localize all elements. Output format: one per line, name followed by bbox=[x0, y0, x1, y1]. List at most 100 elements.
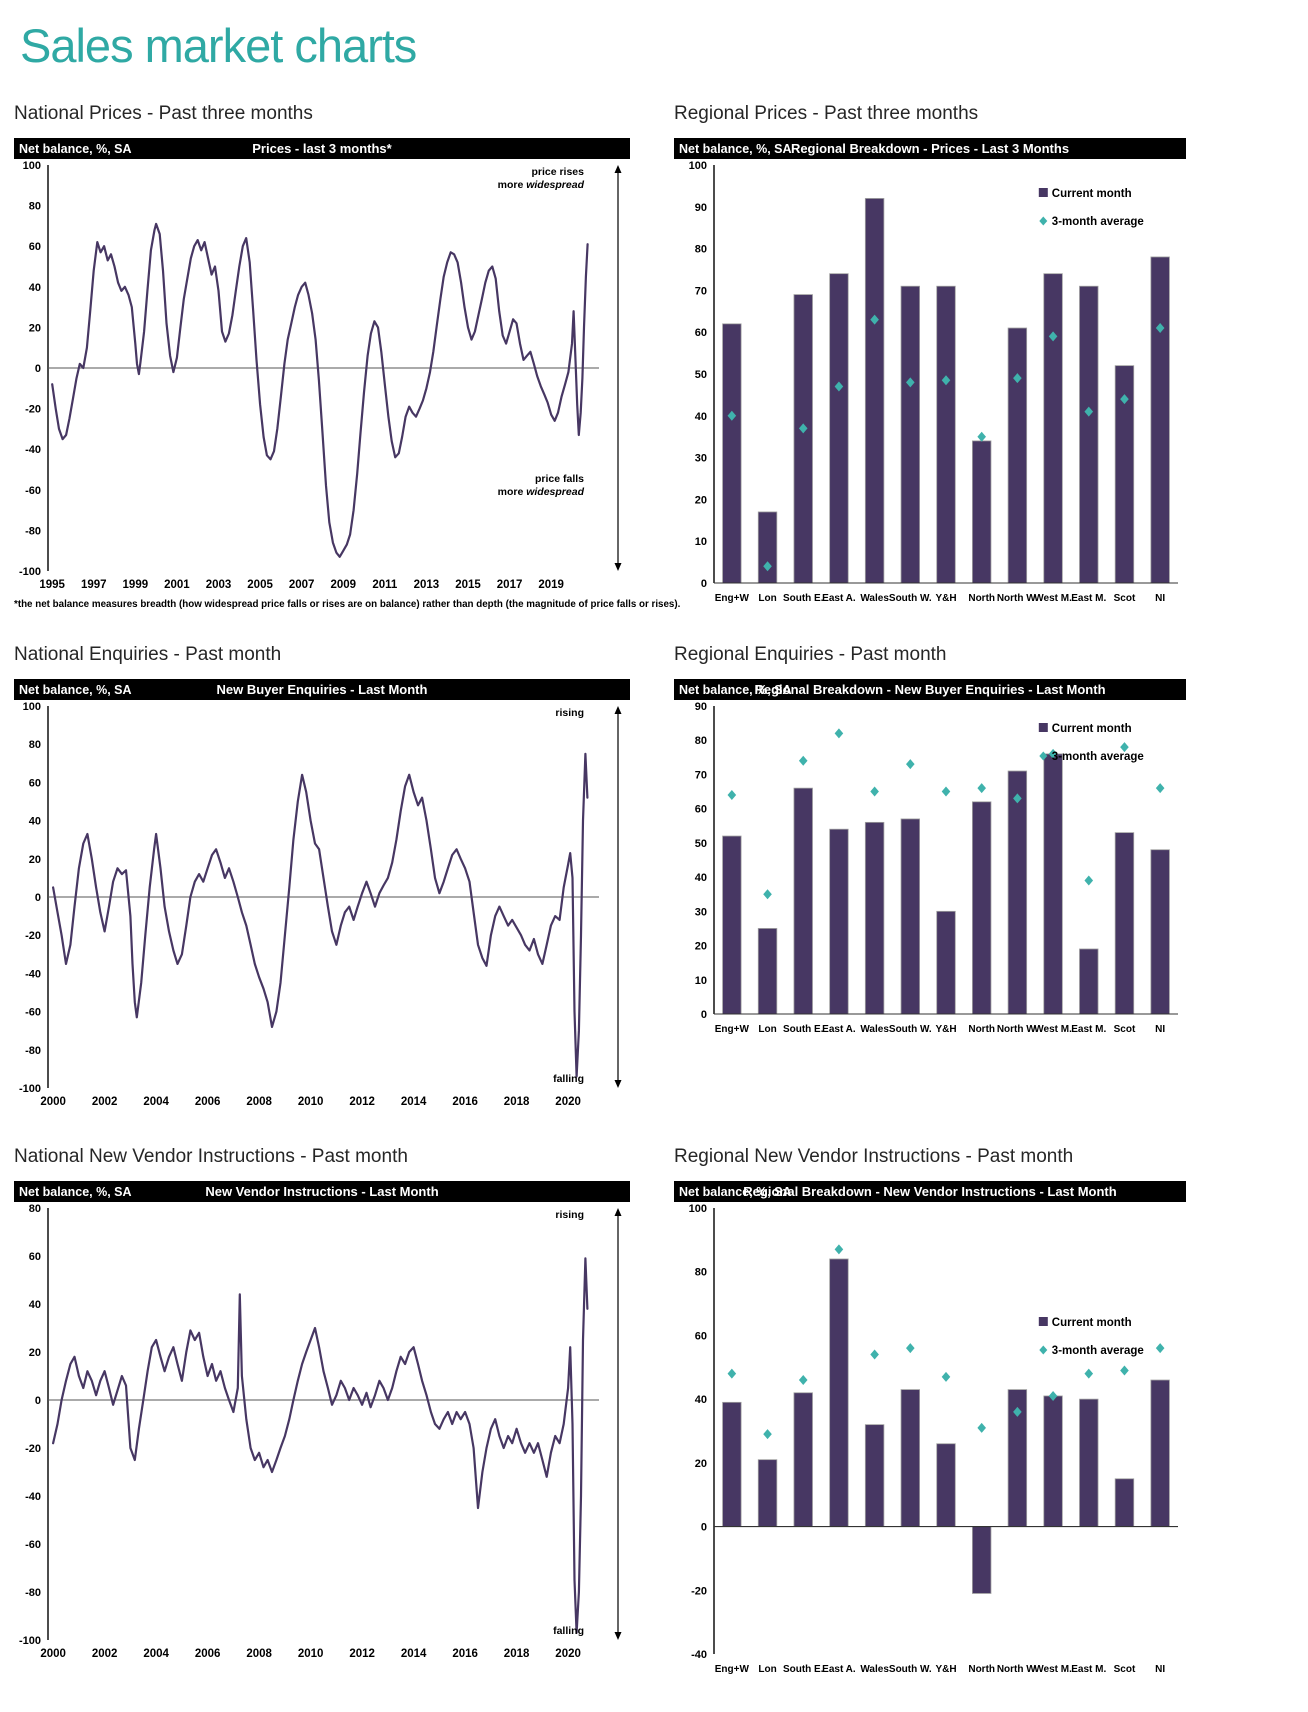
diamond-3-month-average bbox=[763, 889, 772, 900]
chart-title: Regional Breakdown - New Vendor Instruct… bbox=[743, 1184, 1117, 1199]
y-tick-label: 60 bbox=[695, 1330, 707, 1342]
x-tick-label: 1995 bbox=[39, 579, 65, 591]
y-tick-label: 0 bbox=[701, 1522, 707, 1534]
y-tick-label: -100 bbox=[19, 1083, 41, 1095]
arrow-down-icon bbox=[614, 1080, 622, 1088]
chart-block-regional-enquiries: Regional Enquiries - Past month Net bala… bbox=[674, 644, 1186, 1040]
legend-average-swatch bbox=[1039, 751, 1048, 761]
x-tick-label: 2018 bbox=[504, 1096, 530, 1108]
x-tick-label: 2004 bbox=[143, 1648, 169, 1660]
bar-current-month bbox=[1150, 1379, 1170, 1527]
diamond-3-month-average bbox=[834, 1244, 844, 1255]
y-tick-label: 80 bbox=[29, 201, 41, 213]
y-tick-label: 50 bbox=[695, 838, 707, 850]
x-tick-label: 2012 bbox=[349, 1096, 375, 1108]
annotation-top: more widespread bbox=[498, 179, 585, 191]
y-tick-label: 10 bbox=[695, 536, 707, 548]
x-tick-label: 2013 bbox=[414, 579, 440, 591]
y-tick-label: 20 bbox=[29, 322, 41, 334]
category-label: South W. bbox=[889, 593, 932, 604]
bar-current-month bbox=[757, 511, 778, 584]
x-tick-label: 2018 bbox=[504, 1648, 530, 1660]
chart-header-regional-vendor: Net balance, %, SA Regional Breakdown - … bbox=[674, 1181, 1186, 1202]
annotation-top: rising bbox=[555, 707, 584, 719]
x-tick-label: 2016 bbox=[452, 1648, 478, 1660]
diamond-3-month-average bbox=[834, 381, 844, 392]
x-tick-label: 2019 bbox=[538, 579, 564, 591]
axis-units-label: Net balance, %, SA bbox=[679, 1184, 792, 1199]
y-tick-label: 70 bbox=[695, 285, 707, 297]
chart-header-national-prices: Net balance, %, SA Prices - last 3 month… bbox=[14, 138, 630, 159]
y-tick-label: 20 bbox=[695, 941, 707, 953]
bar-current-month bbox=[722, 1401, 742, 1527]
y-tick-label: 90 bbox=[695, 701, 707, 713]
diamond-3-month-average bbox=[906, 1343, 915, 1354]
y-tick-label: 50 bbox=[695, 369, 707, 381]
chart-header-national-enquiries: Net balance, %, SA New Buyer Enquiries -… bbox=[14, 679, 630, 700]
y-tick-label: 60 bbox=[29, 1251, 41, 1263]
category-label: East A. bbox=[822, 593, 856, 604]
category-label: Scot bbox=[1114, 593, 1136, 604]
bar-current-month bbox=[972, 801, 992, 1015]
bar-current-month bbox=[864, 1424, 885, 1527]
x-tick-label: 2016 bbox=[452, 1096, 478, 1108]
diamond-3-month-average bbox=[834, 728, 844, 739]
bar-current-month bbox=[972, 440, 992, 584]
bar-current-month bbox=[864, 198, 885, 584]
diamond-3-month-average bbox=[1120, 742, 1129, 753]
regional-vendor-bar-chart: 100 80 60 40 20 0 -20 -40 Eng+W Lon South E.East A… bbox=[689, 1203, 1178, 1675]
x-tick-label: 1997 bbox=[81, 579, 107, 591]
category-label: East A. bbox=[822, 1664, 856, 1675]
axis-units-label: Net balance, %, SA bbox=[19, 682, 132, 697]
bar-current-month bbox=[936, 910, 956, 1015]
category-label: West M. bbox=[1034, 593, 1072, 604]
diamond-3-month-average bbox=[798, 423, 808, 434]
category-label: Wales bbox=[860, 1024, 889, 1035]
bar-current-month bbox=[1007, 327, 1028, 584]
category-label: Y&H bbox=[935, 1664, 956, 1675]
series-line bbox=[51, 222, 589, 558]
legend-current-swatch bbox=[1038, 188, 1048, 197]
y-tick-label: -40 bbox=[25, 1491, 41, 1503]
annotation-bottom: more widespread bbox=[498, 486, 585, 498]
chart-block-national-vendor: National New Vendor Instructions - Past … bbox=[14, 1146, 630, 1664]
bar-current-month bbox=[829, 273, 849, 584]
x-tick-label: 1999 bbox=[123, 579, 149, 591]
category-label: South W. bbox=[889, 1664, 932, 1675]
diamond-3-month-average bbox=[1155, 1343, 1165, 1354]
series-line bbox=[51, 752, 589, 1078]
x-tick-label: 2002 bbox=[92, 1648, 118, 1660]
category-label: Wales bbox=[860, 1664, 889, 1675]
category-label: South E. bbox=[783, 593, 824, 604]
diamond-3-month-average bbox=[798, 1375, 808, 1386]
y-tick-label: 40 bbox=[29, 282, 41, 294]
y-tick-label: 100 bbox=[689, 1203, 707, 1215]
bar-current-month bbox=[900, 818, 920, 1015]
x-tick-label: 2010 bbox=[298, 1096, 324, 1108]
category-label: Lon bbox=[758, 1664, 776, 1675]
diamond-3-month-average bbox=[906, 377, 915, 388]
y-tick-label: 90 bbox=[695, 202, 707, 214]
bar-current-month bbox=[757, 1459, 778, 1527]
x-tick-label: 2007 bbox=[289, 579, 315, 591]
y-tick-label: -20 bbox=[25, 1443, 41, 1455]
chart-title: Regional Breakdown - Prices - Last 3 Mon… bbox=[790, 141, 1070, 156]
diamond-3-month-average bbox=[1120, 1365, 1129, 1376]
y-tick-label: -20 bbox=[25, 930, 41, 942]
section-title-regional-vendor: Regional New Vendor Instructions - Past … bbox=[674, 1146, 1074, 1167]
diamond-3-month-average bbox=[1155, 783, 1165, 794]
y-tick-label: 0 bbox=[701, 1009, 707, 1021]
y-tick-label: 20 bbox=[695, 1458, 707, 1470]
annotation-bottom: price falls bbox=[535, 473, 584, 485]
x-tick-label: 2009 bbox=[330, 579, 356, 591]
diamond-3-month-average bbox=[1013, 793, 1022, 804]
axis-units-label: Net balance, %, SA bbox=[679, 141, 792, 156]
x-tick-label: 2000 bbox=[40, 1648, 66, 1660]
bar-current-month bbox=[936, 285, 956, 584]
y-tick-label: 0 bbox=[701, 578, 707, 590]
diamond-3-month-average bbox=[1048, 331, 1058, 342]
page: Sales market charts National Prices - Pa… bbox=[14, 19, 1186, 1675]
